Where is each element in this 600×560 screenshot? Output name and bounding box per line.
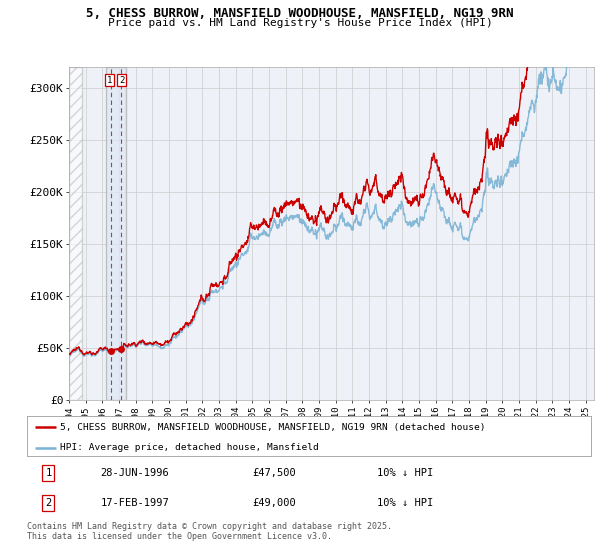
Bar	[106, 67, 125, 400]
Text: Price paid vs. HM Land Registry's House Price Index (HPI): Price paid vs. HM Land Registry's House …	[107, 18, 493, 29]
Text: 10% ↓ HPI: 10% ↓ HPI	[377, 468, 433, 478]
Bar	[69, 67, 82, 400]
Text: 1: 1	[107, 76, 112, 85]
Point	[106, 347, 115, 356]
Text: HPI: Average price, detached house, Mansfield: HPI: Average price, detached house, Mans…	[60, 443, 319, 452]
Text: 28-JUN-1996: 28-JUN-1996	[100, 468, 169, 478]
Text: 17-FEB-1997: 17-FEB-1997	[100, 498, 169, 508]
Text: Contains HM Land Registry data © Crown copyright and database right 2025.
This d: Contains HM Land Registry data © Crown c…	[27, 522, 392, 542]
Text: 2: 2	[119, 76, 125, 85]
Text: 1: 1	[46, 468, 52, 478]
Text: £47,500: £47,500	[253, 468, 296, 478]
Text: 5, CHESS BURROW, MANSFIELD WOODHOUSE, MANSFIELD, NG19 9RN: 5, CHESS BURROW, MANSFIELD WOODHOUSE, MA…	[86, 7, 514, 20]
Text: 5, CHESS BURROW, MANSFIELD WOODHOUSE, MANSFIELD, NG19 9RN (detached house): 5, CHESS BURROW, MANSFIELD WOODHOUSE, MA…	[60, 423, 485, 432]
Point	[116, 345, 126, 354]
Text: 10% ↓ HPI: 10% ↓ HPI	[377, 498, 433, 508]
Text: 2: 2	[46, 498, 52, 508]
Text: £49,000: £49,000	[253, 498, 296, 508]
